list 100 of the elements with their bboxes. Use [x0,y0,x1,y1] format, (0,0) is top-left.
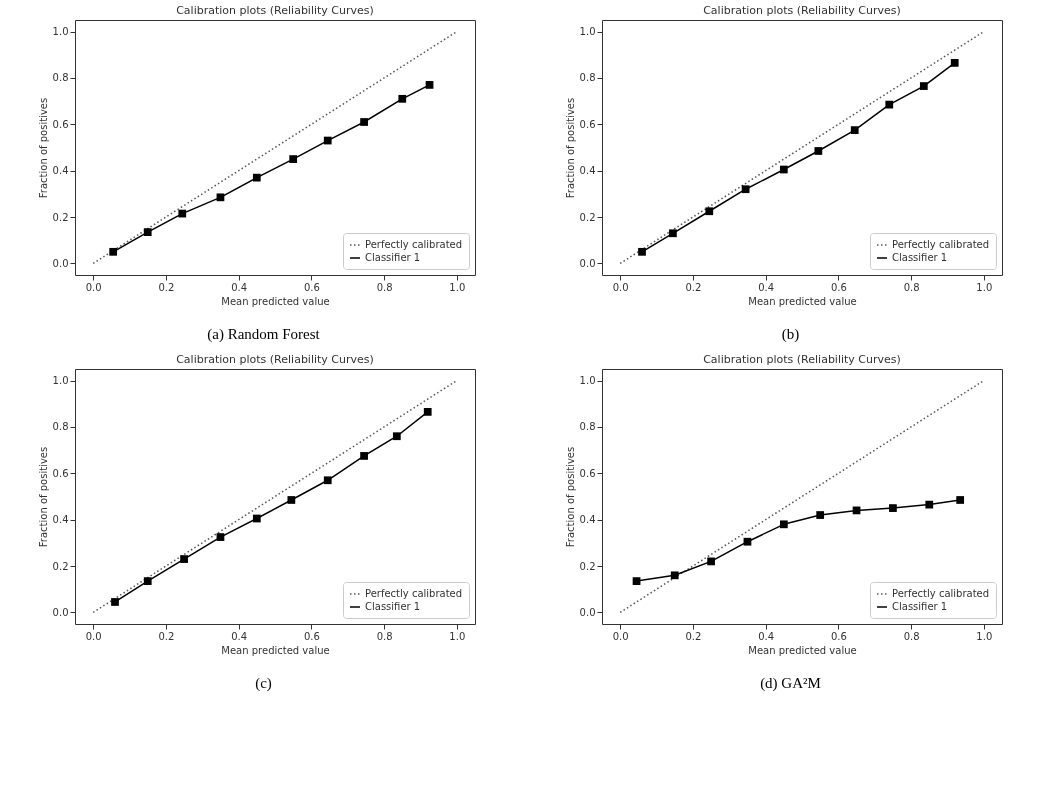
x-tick-label: 1.0 [448,281,465,293]
x-tick-label: 0.0 [612,281,629,293]
y-tick-label: 0.8 [52,421,68,433]
point [216,533,224,541]
point [632,577,640,585]
point [950,59,959,67]
point [423,408,432,416]
x-tick-label: 0.8 [376,281,393,293]
point [252,173,261,182]
y-tick-label: 0.8 [579,72,595,84]
point [741,185,750,194]
y-tick-label: 1.0 [52,26,68,38]
point [924,500,933,509]
x-tick-label: 1.0 [975,281,992,293]
text: (d) GA²M [760,675,821,692]
x-tick-label: 0.2 [157,630,174,642]
y-axis-title: Fraction of positives [564,446,576,548]
y-axis-title: Fraction of positives [37,446,49,548]
legend-label: Perfectly calibrated [364,588,462,599]
point [743,537,751,546]
x-tick-label: 0.4 [757,281,774,293]
y-tick-label: 0.8 [52,72,68,84]
point [955,496,964,504]
x-tick-label: 0.2 [684,630,701,642]
x-tick-label: 0.6 [830,281,847,293]
point [323,136,332,145]
legend-label: Classifier 1 [364,252,420,263]
y-tick-label: 0.2 [579,211,595,223]
legend-label: Perfectly calibrated [891,239,989,250]
point [637,247,646,256]
point [779,520,788,529]
point [392,432,401,441]
point [668,229,677,238]
y-tick-label: 0.6 [579,118,595,130]
x-tick-label: 1.0 [975,630,992,642]
legend-label: Classifier 1 [891,252,947,263]
y-tick-label: 0.8 [579,421,595,433]
text: (b) [781,326,800,343]
point [323,476,332,485]
x-tick-label: 1.0 [448,630,465,642]
point [779,165,788,174]
point [286,496,295,504]
text: (c) [255,675,272,692]
point [359,452,368,460]
point [884,100,893,109]
y-tick-label: 0.0 [579,257,595,269]
point [850,126,859,134]
y-tick-label: 0.4 [52,165,68,177]
y-tick-label: 0.2 [579,560,595,572]
x-tick-label: 0.6 [303,630,320,642]
y-tick-label: 0.0 [52,257,68,269]
y-tick-label: 0.4 [579,514,595,526]
x-tick-label: 0.8 [376,630,393,642]
y-tick-label: 0.6 [52,467,68,479]
point [143,577,152,585]
y-tick-label: 0.4 [579,165,595,177]
legend-label: Classifier 1 [891,601,947,612]
point [888,504,897,512]
point [143,228,152,236]
x-tick-label: 0.8 [903,630,920,642]
point [813,147,822,155]
point [670,571,679,580]
x-axis-title: Mean predicted value [220,644,330,656]
x-tick-label: 0.4 [230,281,247,293]
legend-label: Perfectly calibrated [891,588,989,599]
y-tick-label: 0.6 [52,118,68,130]
x-tick-label: 0.0 [85,630,102,642]
point [704,207,713,216]
point [108,247,117,256]
y-tick-label: 0.2 [52,560,68,572]
point [252,514,261,523]
legend-label: Classifier 1 [364,601,420,612]
x-axis-title: Mean predicted value [747,644,857,656]
x-tick-label: 0.6 [303,281,320,293]
y-tick-label: 0.4 [52,514,68,526]
chart-title: Calibration plots (Reliability Curves) [175,353,374,366]
point [425,81,433,89]
x-tick-label: 0.6 [830,630,847,642]
chart-title: Calibration plots (Reliability Curves) [702,4,901,17]
legend-label: Perfectly calibrated [364,239,462,250]
y-axis-title: Fraction of positives [564,97,576,199]
x-tick-label: 0.4 [230,630,247,642]
text: (a) Random Forest [207,326,320,343]
point [397,94,406,103]
chart-title: Calibration plots (Reliability Curves) [175,4,374,17]
y-tick-label: 0.6 [579,467,595,479]
x-tick-label: 0.8 [903,281,920,293]
point [359,118,368,126]
point [919,82,928,90]
point [216,193,224,202]
y-tick-label: 1.0 [52,375,68,387]
y-tick-label: 1.0 [579,375,595,387]
x-axis-title: Mean predicted value [747,295,857,307]
y-axis-title: Fraction of positives [37,97,49,199]
y-tick-label: 0.2 [52,211,68,223]
chart-title: Calibration plots (Reliability Curves) [702,353,901,366]
x-tick-label: 0.4 [757,630,774,642]
x-tick-label: 0.2 [684,281,701,293]
point [815,511,824,519]
point [179,555,188,563]
